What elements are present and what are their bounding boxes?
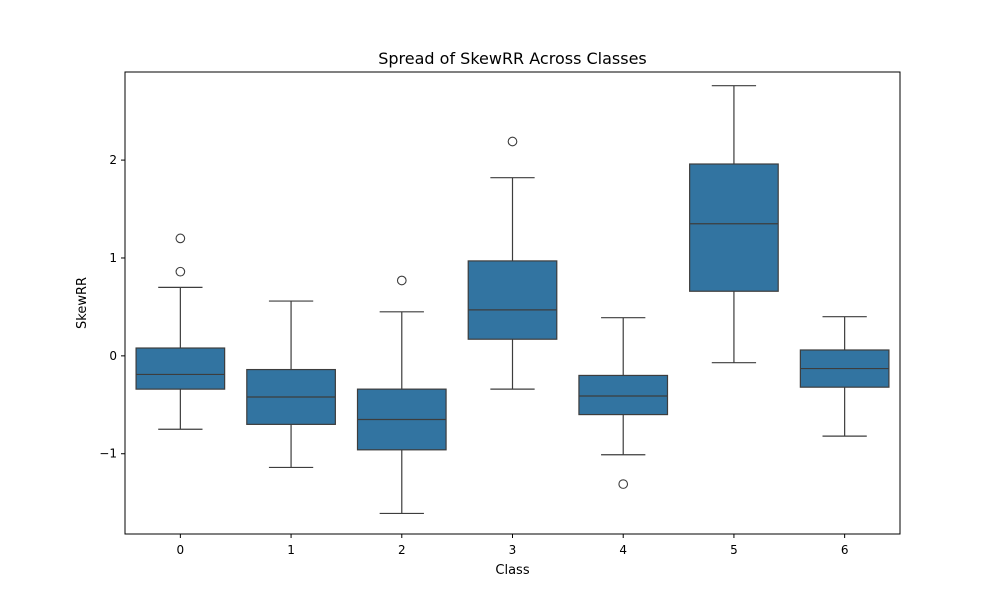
y-tick-label: −1 [99,447,117,461]
x-tick-label: 5 [730,543,738,557]
iqr-box [689,163,779,292]
chart-title: Spread of SkewRR Across Classes [378,49,647,68]
y-tick-label: 2 [109,153,117,167]
y-axis-label: SkewRR [75,277,90,329]
x-tick-label: 1 [287,543,295,557]
x-tick-label: 6 [841,543,849,557]
iqr-box [578,374,669,416]
outlier-point [175,266,186,277]
box-class-5 [689,85,779,364]
outlier-point [175,233,186,244]
y-tick-label: 1 [109,251,117,265]
x-axis: 0 1 2 3 4 5 6 [177,534,849,557]
box-class-6 [799,316,890,437]
x-axis-label: Class [495,563,529,578]
outlier-point [396,275,407,286]
box-class-3 [467,136,558,390]
plot-area [135,85,890,515]
x-tick-label: 0 [177,543,185,557]
outlier-point [618,479,629,489]
box-class-1 [246,300,336,469]
iqr-box [135,347,226,390]
iqr-box [467,260,558,340]
x-tick-label: 2 [398,543,406,557]
box-class-2 [356,275,447,515]
y-axis: −1 0 1 2 [99,153,125,461]
x-tick-label: 3 [509,543,517,557]
box-class-0 [135,233,226,430]
outlier-point [507,136,518,147]
box-class-4 [578,317,669,489]
x-tick-label: 4 [619,543,627,557]
y-tick-label: 0 [109,349,117,363]
